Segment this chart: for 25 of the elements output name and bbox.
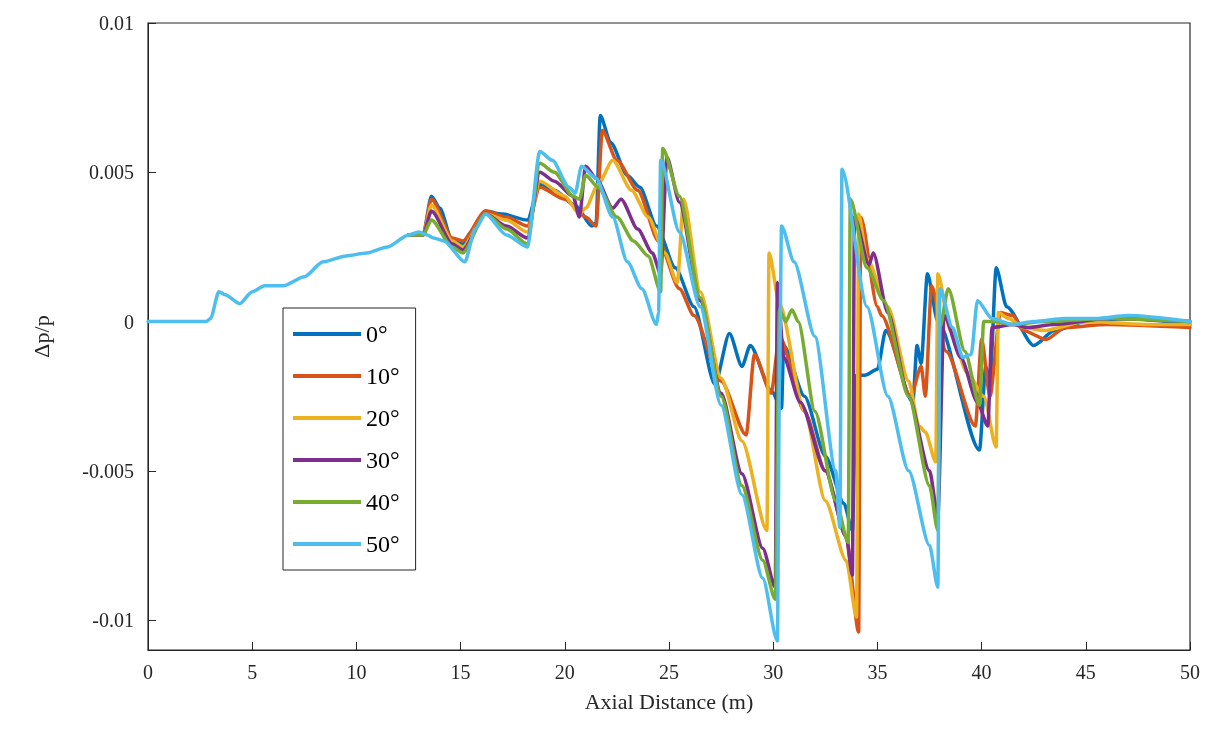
legend-label: 50°: [366, 531, 400, 557]
x-tick-label: 10: [346, 661, 367, 683]
y-tick-label: 0: [124, 310, 134, 333]
x-tick-label: 50: [1180, 661, 1200, 683]
x-tick-label: 30: [763, 661, 784, 683]
x-tick-label: 0: [143, 661, 153, 683]
y-axis-title: Δp/p: [28, 315, 54, 358]
y-tick-label: -0.005: [82, 459, 134, 482]
legend-label: 30°: [366, 447, 400, 473]
x-axis-title: Axial Distance (m): [584, 688, 754, 714]
x-tick-label: 40: [971, 661, 992, 683]
legend-label: 0°: [366, 321, 388, 347]
legend-label: 40°: [366, 489, 400, 515]
x-tick-label: 25: [659, 661, 679, 683]
y-tick-label: 0.01: [99, 12, 134, 34]
x-tick-label: 15: [450, 661, 471, 683]
x-tick-label: 35: [867, 661, 888, 683]
line-series: [146, 149, 1192, 643]
x-tick-label: 20: [554, 661, 575, 683]
legend-label: 20°: [366, 405, 400, 431]
legend-label: 10°: [366, 363, 400, 389]
x-tick-label: 45: [1075, 661, 1096, 683]
x-tick-label: 5: [247, 661, 258, 683]
y-tick-label: 0.005: [89, 161, 134, 184]
y-tick-label: -0.01: [92, 609, 134, 632]
